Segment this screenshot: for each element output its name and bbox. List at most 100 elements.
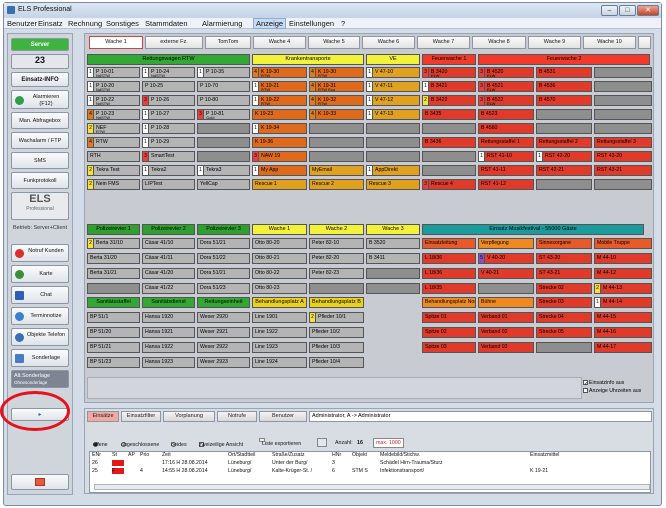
unit-cell[interactable]: Strecke 04 [536, 312, 592, 323]
tab-wache-9[interactable]: Wache 9 [528, 36, 581, 49]
zweizeilig-checkbox[interactable] [199, 442, 204, 447]
column-header[interactable]: Straße/Zusatz [272, 452, 305, 458]
unit-cell[interactable]: Weser 2923 [197, 357, 250, 368]
abgeschl-radio[interactable] [121, 442, 126, 447]
unit-cell[interactable]: Pfleder 10/3 [309, 342, 364, 353]
column-header[interactable]: St [112, 452, 117, 458]
unit-cell[interactable] [366, 283, 420, 294]
unit-cell[interactable] [594, 179, 652, 190]
unit-cell[interactable] [197, 123, 250, 134]
unit-cell[interactable]: Dora 51/22 [197, 253, 250, 264]
tab-einsaetze[interactable]: Einsätze [87, 411, 119, 422]
unit-cell[interactable]: B 4560 [478, 123, 534, 134]
column-header[interactable]: AP [128, 452, 135, 458]
unit-cell[interactable] [594, 67, 652, 78]
unit-cell[interactable]: M 44-10 [594, 253, 652, 264]
funkprotokoll-button[interactable]: Funkprotokoll [11, 172, 69, 189]
table-scrollbar[interactable] [94, 484, 650, 490]
table-cell[interactable]: Unter der Burg/ [272, 460, 308, 466]
unit-cell[interactable]: P 10-25 [142, 81, 195, 92]
unit-cell[interactable]: Peter 82-10 [309, 238, 364, 249]
unit-cell[interactable]: Spitze 01 [422, 312, 476, 323]
minimize-button[interactable]: – [601, 5, 618, 16]
notruf-button[interactable]: Notruf Kunden [11, 244, 69, 262]
unit-cell[interactable]: 3 Rescue 4 [422, 179, 476, 190]
unit-cell[interactable]: Spitze 02 [422, 327, 476, 338]
tab-vorplanung[interactable]: Vorplanung [163, 411, 215, 422]
unit-cell[interactable]: Line 1923 [252, 342, 307, 353]
unit-cell[interactable]: Pfleder 10/2 [309, 327, 364, 338]
unit-cell[interactable]: Hansa 1923 [142, 357, 195, 368]
unit-cell[interactable]: P 10-70 [197, 81, 250, 92]
tab-wache-8[interactable]: Wache 8 [472, 36, 526, 49]
unit-cell[interactable]: Otto 80-21 [252, 253, 307, 264]
tab-settings-icon[interactable] [638, 36, 651, 49]
unit-cell[interactable]: 1 My App [252, 165, 307, 176]
uhrzeiten-checkbox[interactable] [583, 388, 588, 394]
unit-cell[interactable]: Rescue 2 [309, 179, 364, 190]
unit-cell[interactable]: Cäsar 41/10 [142, 238, 195, 249]
unit-cell[interactable]: Weser 2920 [197, 312, 250, 323]
unit-cell[interactable]: Rescue 3 [366, 179, 420, 190]
unit-cell[interactable] [594, 109, 652, 120]
tab-benutzer[interactable]: Benutzer [259, 411, 307, 422]
tab-wache-5[interactable]: Wache 5 [308, 36, 360, 49]
unit-cell[interactable]: 3 SmartTest [142, 151, 195, 162]
unit-cell[interactable]: B 4536 [536, 81, 592, 92]
unit-cell[interactable]: Spitze 03 [422, 342, 476, 353]
unit-cell[interactable] [366, 137, 420, 148]
unit-cell[interactable]: Strecke 05 [536, 327, 592, 338]
alarmieren-button[interactable]: Alarmieren (F12) [11, 90, 69, 109]
unit-cell[interactable]: 1 AppDirekt [366, 165, 420, 176]
beides-radio[interactable] [171, 442, 176, 447]
tab-einsatzfilter[interactable]: Einsatzfilter [121, 411, 161, 422]
menu-benutzer[interactable]: Benutzer [7, 19, 38, 28]
column-header[interactable]: Zeit [162, 452, 171, 458]
unit-cell[interactable] [309, 137, 364, 148]
table-cell[interactable]: 25 [92, 468, 98, 474]
tab-wache-6[interactable]: Wache 6 [362, 36, 415, 49]
termine-button[interactable]: Terminnotize [11, 307, 69, 325]
server-button[interactable]: Server [11, 38, 69, 51]
unit-cell[interactable]: BP 51/20 [87, 327, 140, 338]
max-field[interactable]: max. 1000 [373, 438, 404, 448]
unit-cell[interactable]: Cäsar 41/20 [142, 268, 195, 279]
unit-cell[interactable]: Peter 82-23 [309, 268, 364, 279]
unit-cell[interactable] [366, 123, 420, 134]
unit-cell[interactable] [594, 123, 652, 134]
unit-cell[interactable]: 4 RTW [87, 137, 140, 148]
unit-cell[interactable]: Berta 31/21 [87, 268, 140, 279]
unit-cell[interactable]: B 3411 [366, 253, 420, 264]
tab-tomtom[interactable]: TomTom [205, 36, 251, 49]
menu-rechnung[interactable]: Rechnung [68, 19, 103, 28]
refresh-icon[interactable] [317, 438, 327, 447]
unit-cell[interactable]: Rettungsstaffel 1 [478, 137, 534, 148]
unit-cell[interactable]: 1 Tekra2 [142, 165, 195, 176]
einsatz-info-button[interactable]: Einsatz-INFO [11, 72, 69, 87]
unit-cell[interactable]: Dora 51/23 [197, 283, 250, 294]
menu-alarmierung[interactable]: Alarmierung [202, 19, 243, 28]
unit-cell[interactable]: RST 41-11 [478, 165, 534, 176]
unit-cell[interactable]: 2 NEF RTW [87, 123, 140, 134]
unit-cell[interactable]: P 10-80 [197, 95, 250, 106]
menu-einsatz[interactable]: Einsatz [38, 19, 63, 28]
unit-cell[interactable]: RST 43-21 [594, 165, 652, 176]
unit-cell[interactable]: BP 51/21 [87, 342, 140, 353]
unit-cell[interactable]: Otto 80-22 [252, 268, 307, 279]
unit-cell[interactable]: Pfleder 10/4 [309, 357, 364, 368]
